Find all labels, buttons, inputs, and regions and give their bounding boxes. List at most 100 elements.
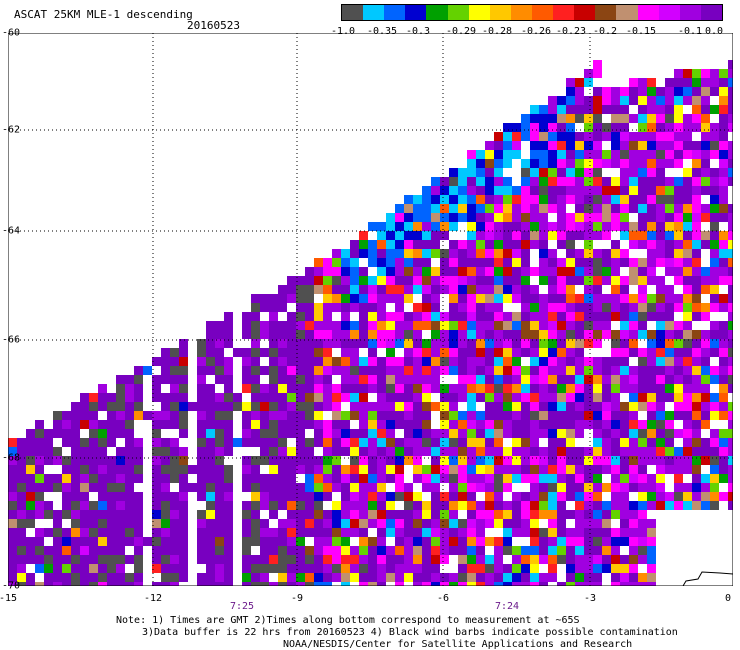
data-cell bbox=[530, 123, 539, 132]
data-cell bbox=[683, 240, 692, 249]
data-cell bbox=[647, 402, 656, 411]
data-cell bbox=[593, 258, 602, 267]
data-cell bbox=[287, 483, 296, 492]
data-cell bbox=[683, 330, 692, 339]
data-cell bbox=[377, 312, 386, 321]
data-cell bbox=[368, 321, 377, 330]
data-cell bbox=[638, 213, 647, 222]
data-cell bbox=[512, 339, 521, 348]
data-cell bbox=[620, 366, 629, 375]
colorbar-segment bbox=[405, 5, 427, 20]
data-cell bbox=[359, 582, 368, 586]
data-cell bbox=[107, 528, 116, 537]
data-cell bbox=[278, 492, 287, 501]
data-cell bbox=[512, 132, 521, 141]
data-cell bbox=[152, 474, 161, 483]
data-cell bbox=[539, 123, 548, 132]
data-cell bbox=[665, 312, 674, 321]
data-cell bbox=[197, 429, 206, 438]
data-cell bbox=[557, 96, 566, 105]
data-cell bbox=[467, 267, 476, 276]
data-cell bbox=[665, 213, 674, 222]
data-cell bbox=[485, 555, 494, 564]
data-cell bbox=[395, 366, 404, 375]
data-cell bbox=[512, 366, 521, 375]
data-cell bbox=[728, 303, 733, 312]
data-cell bbox=[575, 321, 584, 330]
data-cell bbox=[125, 456, 134, 465]
data-cell bbox=[179, 366, 188, 375]
data-cell bbox=[161, 555, 170, 564]
data-cell bbox=[386, 330, 395, 339]
data-cell bbox=[323, 573, 332, 582]
data-cell bbox=[476, 339, 485, 348]
data-cell bbox=[575, 159, 584, 168]
data-cell bbox=[656, 132, 665, 141]
data-cell bbox=[386, 285, 395, 294]
data-cell bbox=[566, 195, 575, 204]
data-cell bbox=[197, 456, 206, 465]
data-cell bbox=[278, 294, 287, 303]
data-cell bbox=[539, 150, 548, 159]
data-cell bbox=[314, 474, 323, 483]
data-cell bbox=[674, 249, 683, 258]
data-cell bbox=[386, 366, 395, 375]
data-cell bbox=[188, 483, 197, 492]
data-cell bbox=[296, 348, 305, 357]
data-cell bbox=[98, 447, 107, 456]
data-cell bbox=[530, 447, 539, 456]
data-cell bbox=[620, 420, 629, 429]
data-cell bbox=[539, 294, 548, 303]
data-cell bbox=[332, 384, 341, 393]
data-cell bbox=[638, 168, 647, 177]
data-cell bbox=[647, 384, 656, 393]
data-cell bbox=[440, 195, 449, 204]
data-cell bbox=[431, 231, 440, 240]
data-cell bbox=[62, 492, 71, 501]
data-cell bbox=[305, 375, 314, 384]
data-cell bbox=[512, 276, 521, 285]
data-cell bbox=[251, 582, 260, 586]
data-cell bbox=[530, 393, 539, 402]
note-line-3: NOAA/NESDIS/Center for Satellite Applica… bbox=[283, 639, 633, 650]
data-cell bbox=[224, 474, 233, 483]
data-cell bbox=[629, 483, 638, 492]
data-cell bbox=[62, 483, 71, 492]
data-cell bbox=[530, 555, 539, 564]
data-cell bbox=[683, 321, 692, 330]
data-cell bbox=[683, 420, 692, 429]
data-cell bbox=[242, 312, 251, 321]
data-cell bbox=[557, 366, 566, 375]
data-cell bbox=[152, 393, 161, 402]
data-cell bbox=[701, 87, 710, 96]
data-cell bbox=[8, 510, 17, 519]
data-cell bbox=[359, 402, 368, 411]
data-cell bbox=[728, 483, 733, 492]
data-cell bbox=[449, 420, 458, 429]
data-cell bbox=[197, 339, 206, 348]
data-cell bbox=[701, 132, 710, 141]
data-cell bbox=[629, 87, 638, 96]
data-cell bbox=[647, 114, 656, 123]
data-cell bbox=[26, 510, 35, 519]
data-cell bbox=[377, 402, 386, 411]
data-cell bbox=[242, 546, 251, 555]
data-cell bbox=[359, 510, 368, 519]
data-cell bbox=[323, 456, 332, 465]
data-cell bbox=[566, 159, 575, 168]
data-cell bbox=[422, 231, 431, 240]
data-cell bbox=[656, 249, 665, 258]
data-cell bbox=[341, 285, 350, 294]
data-cell bbox=[701, 384, 710, 393]
data-cell bbox=[179, 546, 188, 555]
data-cell bbox=[530, 150, 539, 159]
data-cell bbox=[269, 339, 278, 348]
colorbar-segment bbox=[679, 5, 701, 20]
data-cell bbox=[539, 465, 548, 474]
data-cell bbox=[449, 411, 458, 420]
data-cell bbox=[647, 105, 656, 114]
data-cell bbox=[296, 339, 305, 348]
data-cell bbox=[611, 267, 620, 276]
data-cell bbox=[719, 411, 728, 420]
data-cell bbox=[710, 465, 719, 474]
